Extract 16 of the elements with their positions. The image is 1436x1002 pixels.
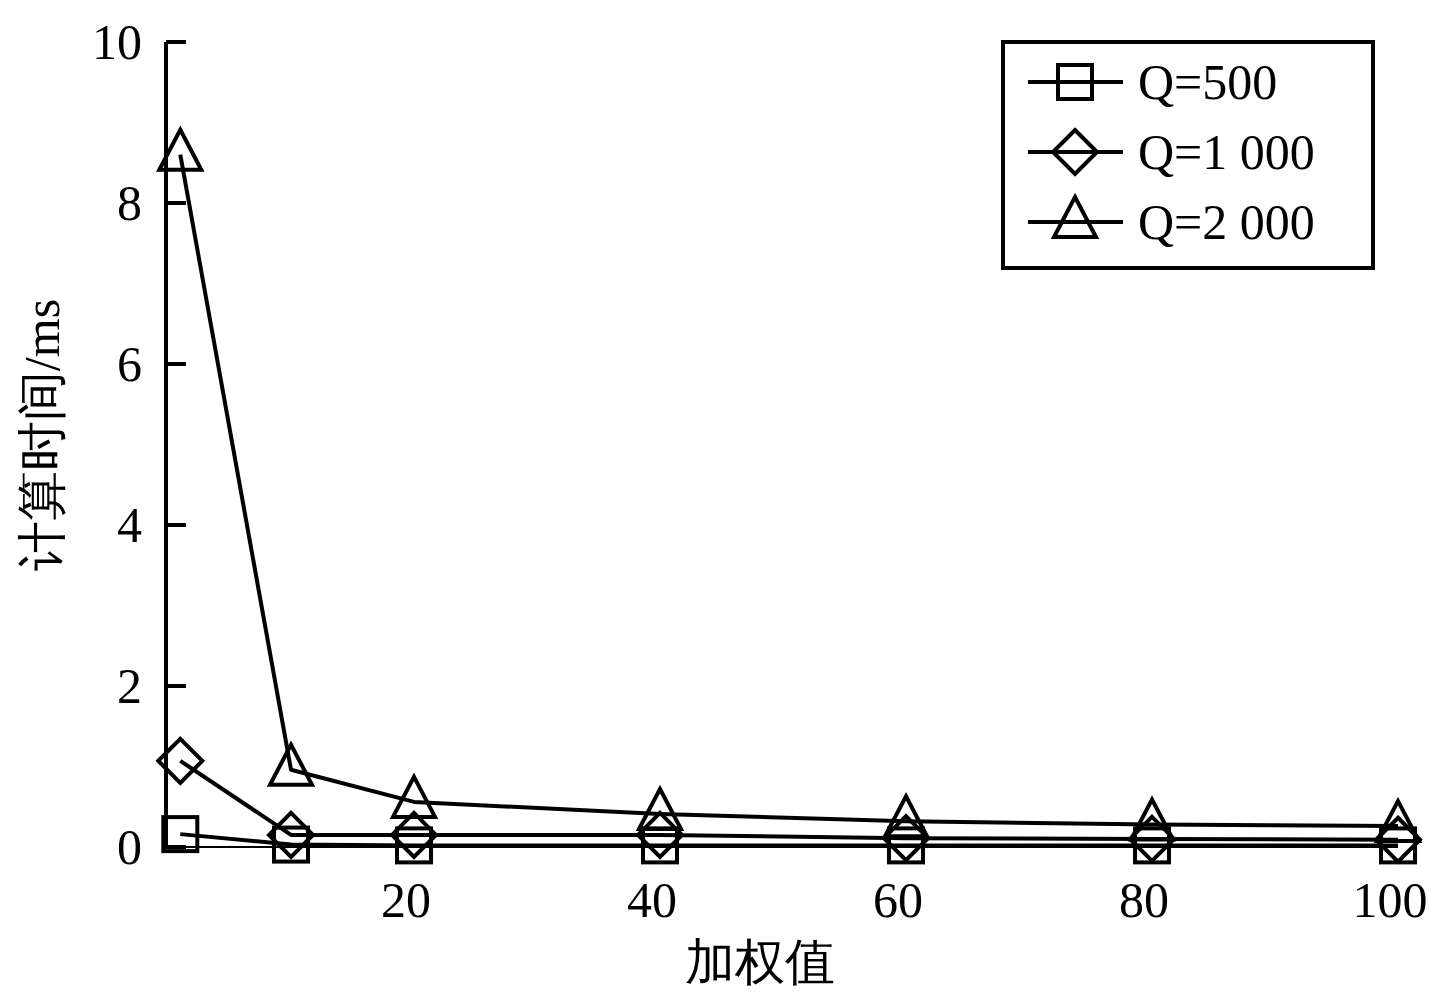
y-tick-label: 2: [117, 658, 142, 714]
y-tick-label: 10: [92, 14, 142, 70]
x-tick-label: 80: [1119, 872, 1169, 928]
y-tick-label: 6: [117, 336, 142, 392]
x-tick-label: 20: [381, 872, 431, 928]
legend-label: Q=500: [1138, 54, 1278, 110]
y-tick-label: 4: [117, 497, 142, 553]
x-axis-title: 加权值: [685, 934, 835, 990]
x-tick-label: 100: [1352, 872, 1428, 928]
x-tick-label: 40: [627, 872, 677, 928]
legend-label: Q=1 000: [1138, 124, 1315, 180]
y-axis-title: 计算时间/ms: [14, 298, 70, 572]
y-tick-label: 8: [117, 175, 142, 231]
y-tick-label: 0: [117, 819, 142, 875]
legend-label: Q=2 000: [1138, 194, 1315, 250]
x-tick-label: 60: [873, 872, 923, 928]
